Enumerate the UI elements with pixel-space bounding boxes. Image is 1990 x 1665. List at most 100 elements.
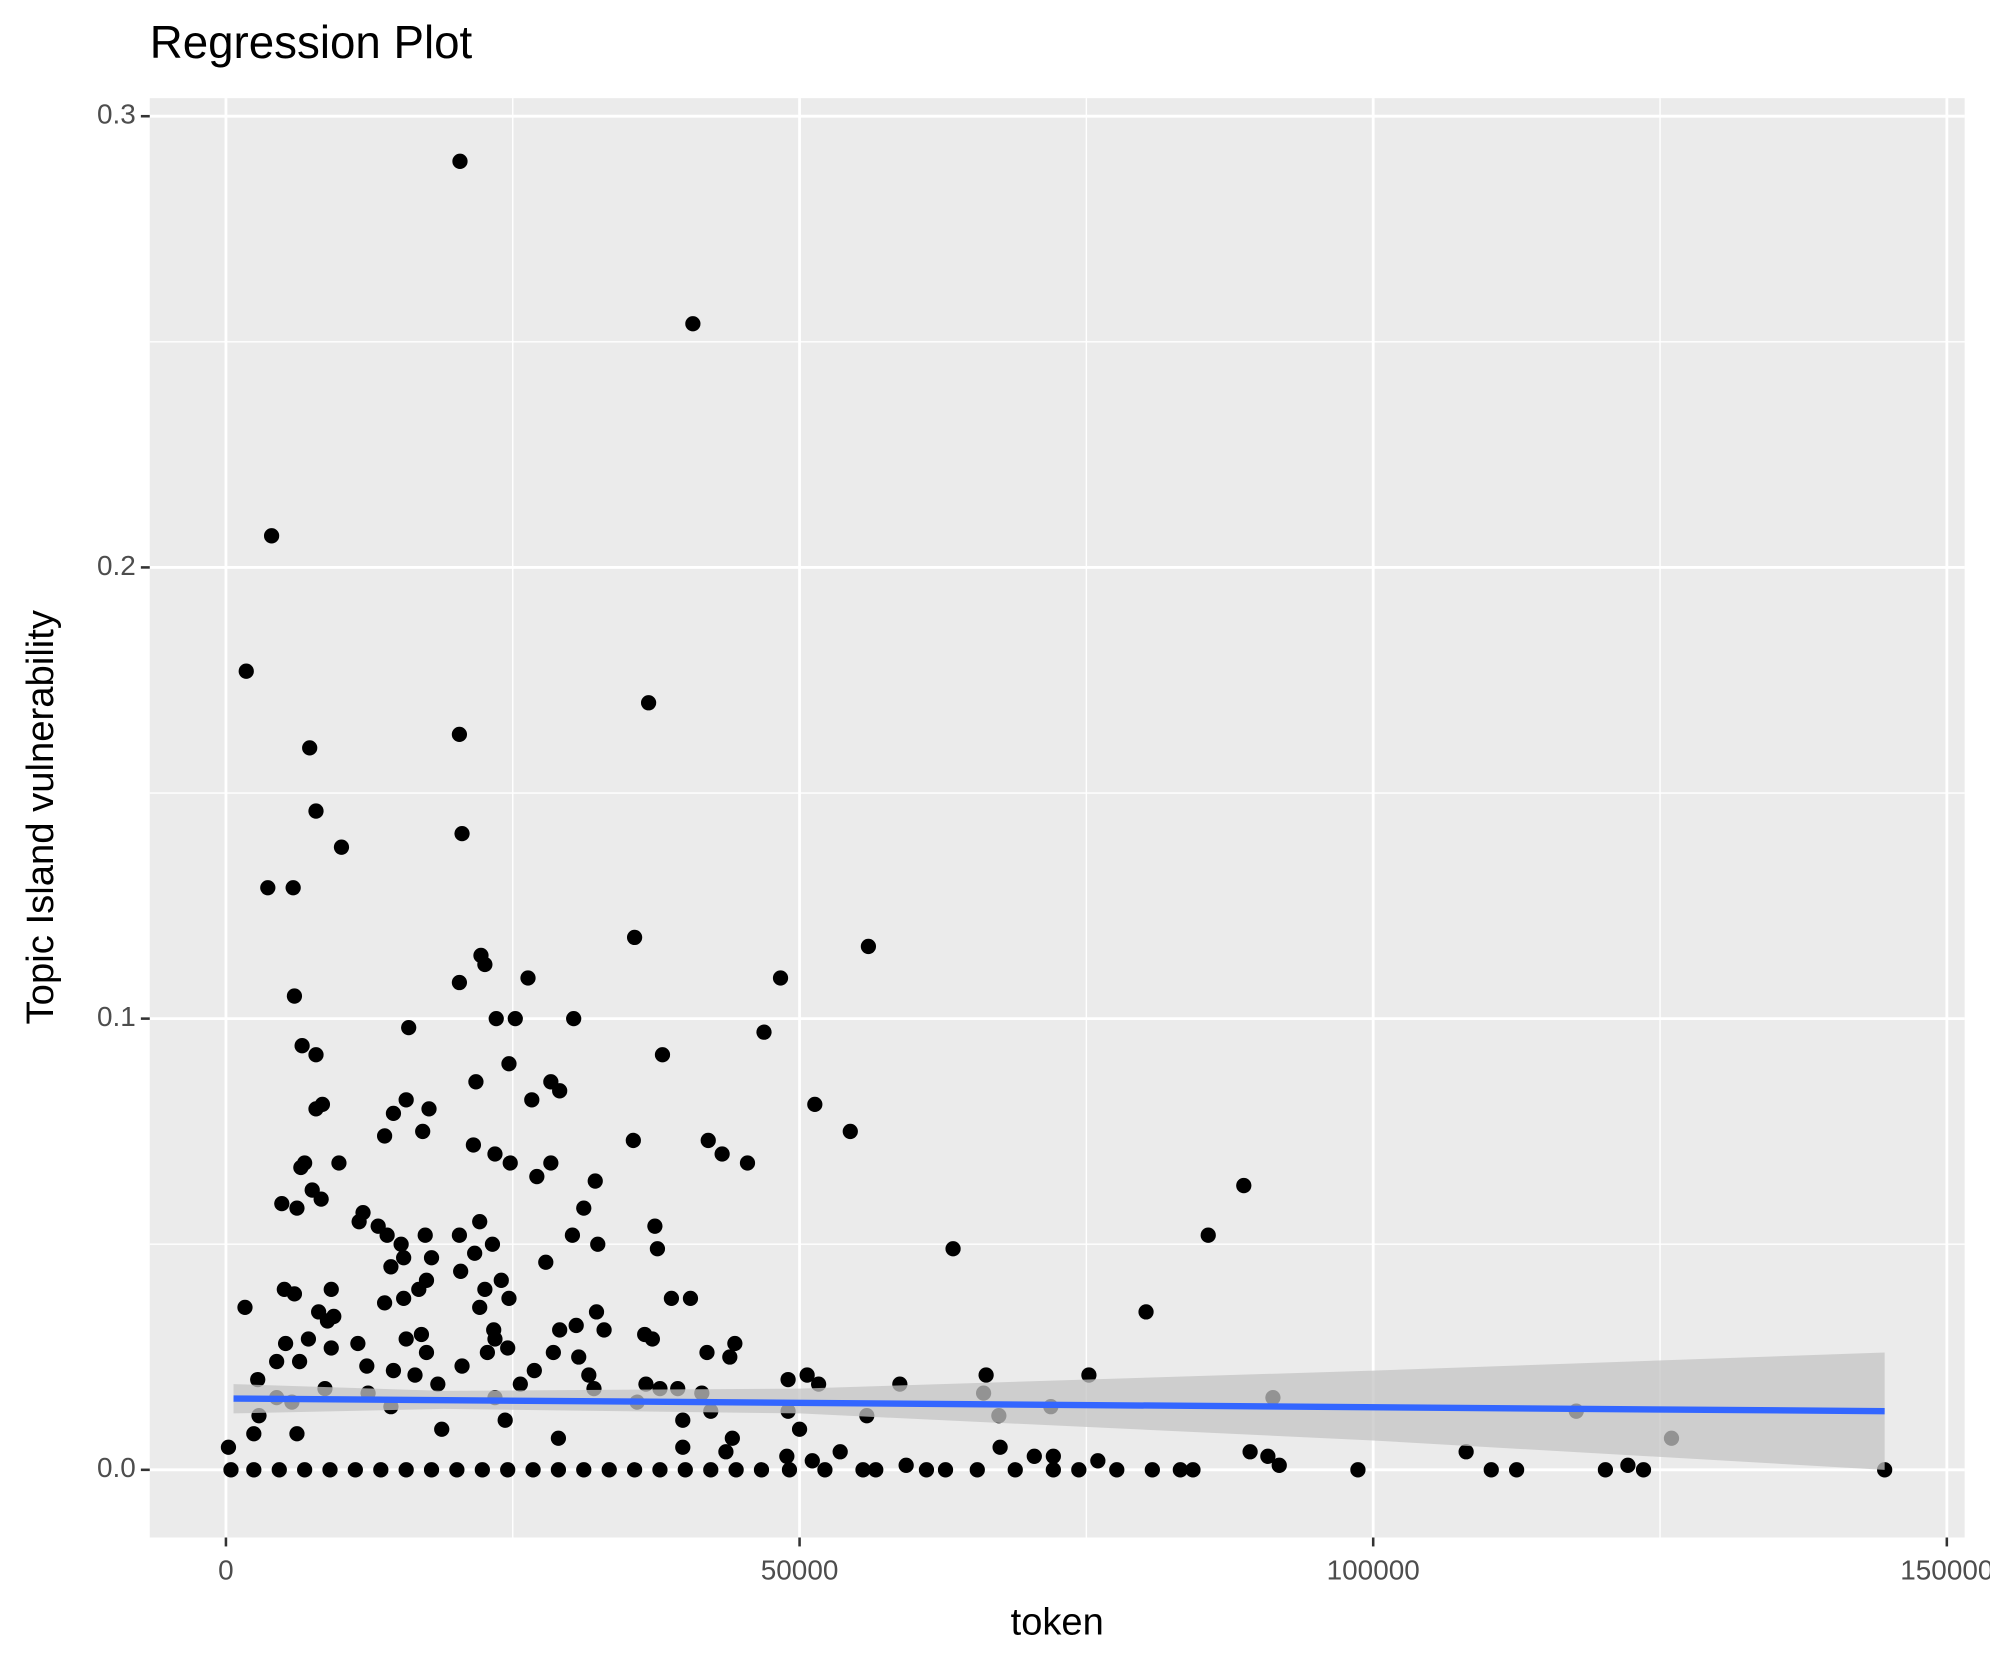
- point: [451, 726, 468, 743]
- point: [497, 1412, 513, 1428]
- point: [587, 1173, 603, 1189]
- point: [501, 1056, 517, 1072]
- point: [718, 1444, 734, 1460]
- point: [223, 1462, 239, 1478]
- point: [727, 1335, 743, 1352]
- point: [682, 1290, 699, 1307]
- point: [842, 1123, 858, 1140]
- point: [677, 1462, 693, 1478]
- x-tick-label: 100000: [1327, 1554, 1420, 1585]
- point: [1045, 1462, 1061, 1478]
- y-tick-label: 0.1: [97, 1001, 136, 1032]
- point: [978, 1367, 994, 1383]
- x-tick-label: 150000: [1900, 1554, 1990, 1585]
- point: [423, 1250, 440, 1266]
- point: [1635, 1462, 1652, 1478]
- point: [500, 1340, 516, 1356]
- point: [250, 1371, 266, 1388]
- point: [596, 1322, 612, 1338]
- point: [520, 970, 536, 986]
- point: [714, 1146, 730, 1162]
- point: [700, 1132, 716, 1149]
- chart-title: Regression Plot: [150, 17, 473, 68]
- point: [526, 1362, 542, 1379]
- point: [992, 1439, 1008, 1455]
- point: [703, 1462, 719, 1478]
- point: [373, 1462, 389, 1478]
- point: [699, 1344, 715, 1361]
- point: [449, 1462, 465, 1478]
- point: [291, 1353, 308, 1370]
- point: [401, 1020, 417, 1036]
- point: [274, 1195, 290, 1212]
- point: [308, 803, 324, 819]
- point: [286, 988, 303, 1004]
- point: [289, 1200, 305, 1216]
- point: [430, 1376, 446, 1392]
- point: [263, 528, 280, 544]
- point: [529, 1168, 545, 1185]
- point: [308, 1101, 324, 1117]
- point: [644, 1331, 660, 1347]
- point: [1242, 1444, 1258, 1460]
- point: [501, 1290, 517, 1307]
- point: [807, 1096, 823, 1113]
- point: [238, 663, 254, 679]
- point: [246, 1462, 262, 1478]
- point: [1260, 1448, 1276, 1464]
- point: [308, 1047, 324, 1063]
- point: [487, 1331, 503, 1347]
- point: [937, 1462, 954, 1478]
- point: [552, 1083, 568, 1099]
- point: [467, 1245, 483, 1261]
- point: [487, 1146, 503, 1162]
- fit-line: [233, 1395, 1885, 1415]
- point: [323, 1340, 339, 1356]
- point: [472, 1214, 488, 1230]
- point: [418, 1344, 435, 1361]
- point: [331, 1155, 347, 1171]
- point: [1109, 1462, 1125, 1478]
- point: [675, 1439, 691, 1455]
- point: [411, 1281, 427, 1297]
- point: [860, 938, 877, 955]
- point: [271, 1462, 287, 1478]
- point: [507, 1010, 523, 1027]
- point: [398, 1092, 414, 1108]
- point: [398, 1331, 414, 1347]
- point: [465, 1137, 482, 1153]
- point: [1483, 1462, 1499, 1478]
- point: [898, 1457, 914, 1473]
- point: [552, 1322, 568, 1338]
- point: [945, 1241, 961, 1257]
- point: [722, 1349, 738, 1365]
- point: [781, 1462, 798, 1478]
- point: [1071, 1462, 1087, 1478]
- point: [512, 1376, 528, 1392]
- point: [756, 1024, 772, 1040]
- point: [277, 1335, 294, 1352]
- point: [300, 1331, 317, 1347]
- point: [396, 1250, 412, 1266]
- point: [652, 1462, 668, 1478]
- point: [791, 1421, 808, 1437]
- point: [376, 1295, 393, 1311]
- point: [1090, 1453, 1106, 1469]
- point: [398, 1462, 414, 1478]
- panel: [149, 98, 1965, 1538]
- point: [423, 1462, 440, 1478]
- point: [1138, 1304, 1154, 1320]
- point: [728, 1462, 744, 1478]
- point: [817, 1462, 833, 1478]
- point: [385, 1362, 402, 1379]
- point: [319, 1313, 336, 1329]
- point: [1172, 1462, 1188, 1478]
- point: [1458, 1444, 1474, 1460]
- point: [413, 1326, 430, 1343]
- point: [434, 1421, 450, 1437]
- point: [322, 1462, 338, 1478]
- y-tick-label: 0.2: [97, 550, 136, 581]
- point: [969, 1462, 985, 1478]
- point: [484, 1236, 501, 1252]
- point: [868, 1462, 884, 1478]
